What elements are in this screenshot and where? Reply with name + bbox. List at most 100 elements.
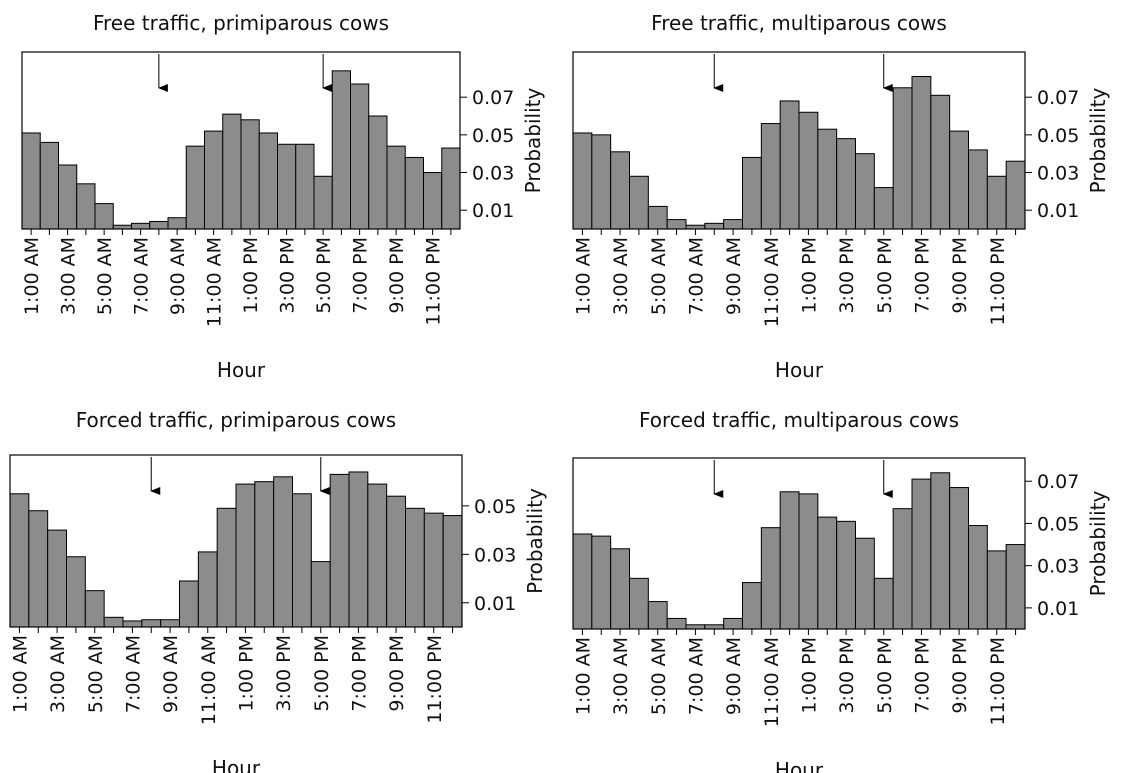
bar bbox=[666, 617, 687, 630]
bar bbox=[58, 164, 78, 230]
bar bbox=[84, 590, 105, 628]
bar bbox=[167, 217, 187, 230]
bar bbox=[204, 130, 224, 230]
bar bbox=[986, 550, 1007, 630]
bar bbox=[647, 205, 668, 230]
y-tick-label: 0.03 bbox=[1037, 163, 1079, 185]
bar bbox=[313, 175, 333, 230]
bar bbox=[760, 123, 781, 230]
bar bbox=[911, 478, 932, 630]
bar bbox=[723, 617, 744, 630]
bar bbox=[930, 94, 951, 230]
bar bbox=[160, 619, 181, 628]
x-tick-label: 1:00 AM bbox=[572, 237, 594, 315]
bar bbox=[742, 582, 762, 630]
y-tick-label: 0.01 bbox=[474, 593, 516, 615]
bar bbox=[240, 119, 260, 230]
bar bbox=[295, 143, 315, 230]
x-tick-label: 1:00 AM bbox=[21, 237, 43, 315]
plot-frame bbox=[572, 51, 1026, 230]
bar bbox=[610, 548, 631, 630]
x-tick-label: 7:00 PM bbox=[911, 637, 933, 714]
chart-title: Forced traffic, multiparous cows bbox=[639, 408, 959, 432]
x-tick-label: 11:00 PM bbox=[987, 237, 1009, 326]
chart-title: Forced traffic, primiparous cows bbox=[76, 408, 396, 432]
bar bbox=[647, 601, 668, 630]
panel: Free traffic, multiparous cows 0.01 0.03 0.… bbox=[572, 11, 1110, 382]
plot-frame bbox=[21, 51, 461, 230]
bar bbox=[949, 130, 969, 230]
panel: Forced traffic, multiparous cows 0.01 0.03… bbox=[572, 408, 1110, 773]
x-tick-label: 3:00 PM bbox=[277, 237, 299, 314]
x-tick-label: 5:00 AM bbox=[85, 635, 107, 713]
x-tick-label: 3:00 AM bbox=[58, 237, 80, 315]
bar bbox=[273, 476, 293, 628]
x-tick-label: 11:00 PM bbox=[423, 237, 445, 326]
bar bbox=[779, 491, 800, 630]
y-axis-label: Probability bbox=[523, 488, 547, 594]
bar bbox=[892, 87, 913, 230]
bar bbox=[873, 577, 894, 630]
y-tick-label: 0.05 bbox=[1037, 125, 1079, 147]
x-tick-label: 9:00 AM bbox=[723, 637, 745, 715]
bar bbox=[222, 113, 242, 230]
x-tick-label: 5:00 PM bbox=[874, 637, 896, 714]
bar bbox=[949, 487, 969, 630]
bar bbox=[442, 515, 463, 628]
x-tick-label: 9:00 PM bbox=[949, 637, 971, 714]
bar bbox=[591, 134, 612, 230]
bar bbox=[685, 624, 706, 630]
bar bbox=[610, 151, 631, 230]
y-axis-label: Probability bbox=[1086, 87, 1110, 193]
x-tick-label: 9:00 PM bbox=[386, 237, 408, 314]
bar bbox=[9, 493, 30, 628]
bar bbox=[704, 624, 725, 630]
bar bbox=[591, 535, 612, 630]
y-tick-label: 0.03 bbox=[472, 163, 514, 185]
x-tick-label: 5:00 AM bbox=[94, 237, 116, 315]
x-axis-label: Hour bbox=[217, 358, 266, 382]
bar bbox=[704, 222, 725, 230]
bar bbox=[798, 111, 819, 230]
x-tick-label: 3:00 AM bbox=[610, 237, 632, 315]
x-tick-label: 7:00 AM bbox=[131, 237, 153, 315]
bar bbox=[258, 132, 278, 230]
x-tick-label: 11:00 PM bbox=[987, 637, 1009, 726]
y-tick-label: 0.03 bbox=[474, 544, 516, 566]
x-tick-label: 1:00 AM bbox=[572, 637, 594, 715]
bar bbox=[47, 529, 68, 628]
y-tick-label: 0.05 bbox=[472, 125, 514, 147]
x-axis-label: Hour bbox=[212, 756, 261, 773]
y-tick-label: 0.03 bbox=[1037, 556, 1079, 578]
bar bbox=[254, 481, 275, 628]
bar bbox=[855, 537, 875, 630]
x-axis-label: Hour bbox=[775, 358, 824, 382]
bar bbox=[292, 493, 312, 628]
y-tick-label: 0.01 bbox=[472, 200, 514, 222]
bar bbox=[441, 147, 461, 230]
bar bbox=[911, 75, 932, 230]
bar bbox=[39, 141, 59, 230]
y-tick-label: 0.07 bbox=[1037, 87, 1079, 109]
x-tick-label: 1:00 PM bbox=[798, 637, 820, 714]
x-tick-label: 11:00 AM bbox=[761, 237, 783, 327]
x-tick-label: 1:00 PM bbox=[240, 237, 262, 314]
bar bbox=[873, 187, 894, 230]
x-tick-label: 11:00 AM bbox=[761, 637, 783, 727]
bar bbox=[131, 222, 151, 230]
x-tick-label: 9:00 AM bbox=[160, 635, 182, 713]
bar bbox=[185, 145, 205, 230]
bar bbox=[216, 507, 237, 628]
y-tick-label: 0.05 bbox=[1037, 513, 1079, 535]
bar bbox=[329, 473, 350, 628]
x-tick-label: 11:00 PM bbox=[424, 635, 446, 724]
x-tick-label: 7:00 AM bbox=[122, 635, 144, 713]
y-axis-label: Probability bbox=[521, 87, 545, 193]
plot-frame bbox=[572, 457, 1026, 630]
bar bbox=[855, 153, 875, 230]
bar bbox=[423, 512, 444, 628]
x-tick-label: 3:00 PM bbox=[273, 635, 295, 712]
bar bbox=[572, 533, 593, 630]
x-tick-label: 11:00 AM bbox=[198, 635, 220, 725]
bar bbox=[968, 149, 988, 230]
